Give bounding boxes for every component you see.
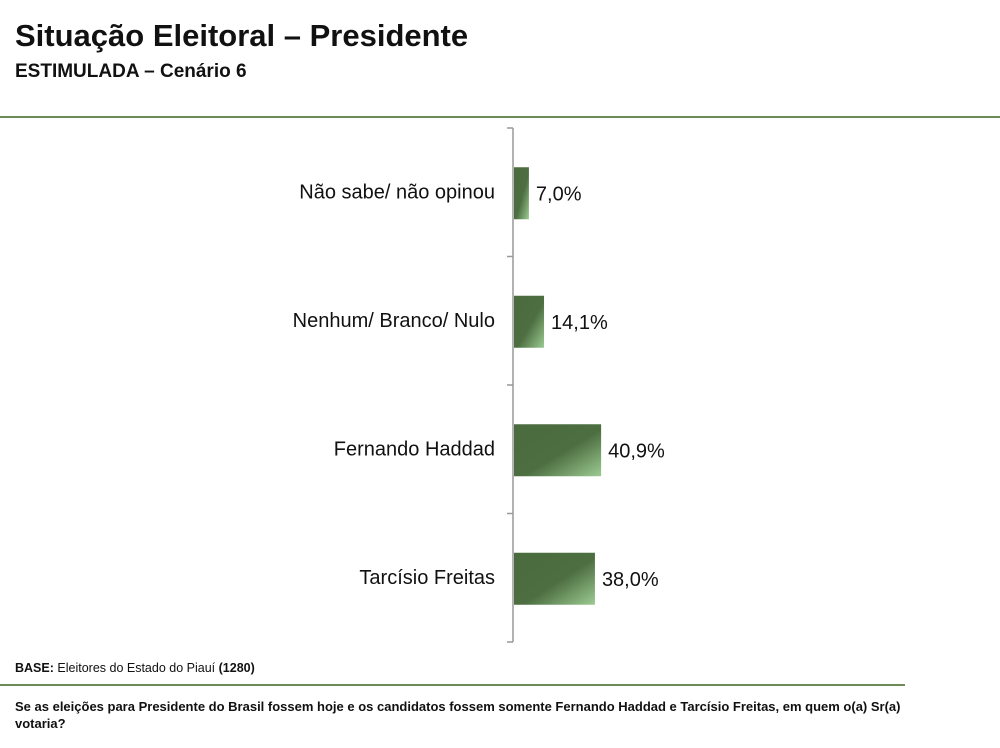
bar [514, 424, 602, 477]
category-label: Fernando Haddad [334, 439, 495, 461]
base-count: (1280) [218, 661, 255, 675]
category-label: Não sabe/ não opinou [299, 182, 495, 204]
base-label: BASE: [15, 661, 54, 675]
data-label: 7,0% [536, 184, 582, 206]
page-title: Situação Eleitoral – Presidente [15, 18, 469, 53]
data-label: 38,0% [602, 569, 659, 591]
bar [514, 295, 545, 348]
base-note: BASE: Eleitores do Estado do Piauí (1280… [15, 661, 255, 675]
footer-divider [0, 684, 905, 686]
base-text: Eleitores do Estado do Piauí [57, 661, 216, 675]
category-label: Tarcísio Freitas [359, 567, 495, 589]
page-subtitle: ESTIMULADA – Cenário 6 [15, 61, 247, 82]
category-label: Nenhum/ Branco/ Nulo [293, 310, 495, 332]
data-label: 14,1% [551, 312, 608, 334]
data-label: 40,9% [608, 441, 665, 463]
bar [514, 167, 529, 220]
bar [514, 552, 595, 605]
header-divider [0, 116, 1000, 118]
survey-question: Se as eleições para Presidente do Brasil… [15, 699, 901, 731]
